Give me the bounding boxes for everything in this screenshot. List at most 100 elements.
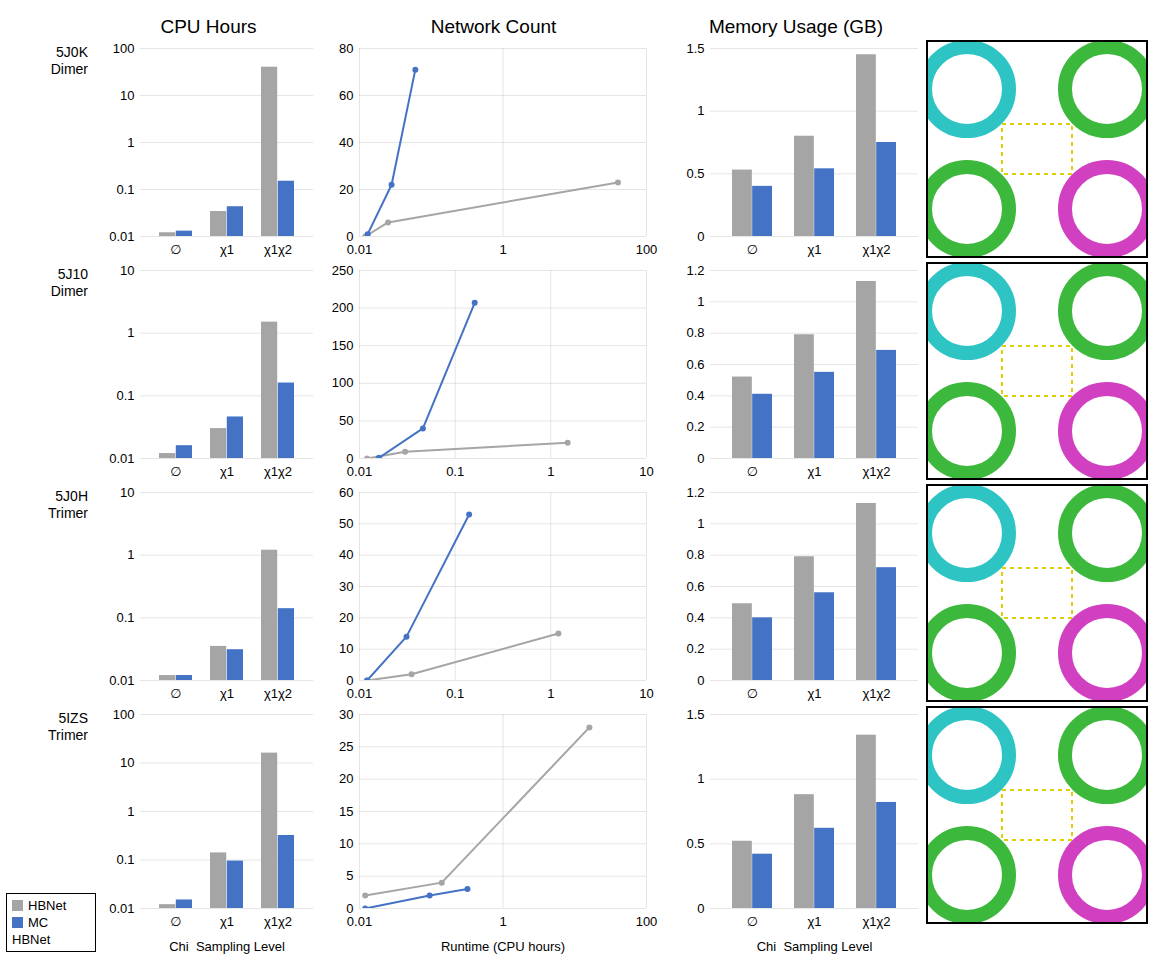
svg-text:0.1: 0.1 (116, 610, 134, 625)
svg-text:0.1: 0.1 (116, 182, 134, 197)
svg-text:50: 50 (339, 413, 353, 428)
svg-text:10: 10 (120, 485, 134, 500)
svg-text:100: 100 (636, 242, 658, 257)
svg-text:0.5: 0.5 (686, 166, 704, 181)
svg-text:∅: ∅ (170, 914, 181, 929)
svg-text:χ1: χ1 (220, 242, 234, 257)
svg-text:0.2: 0.2 (686, 641, 704, 656)
svg-text:χ1: χ1 (220, 464, 234, 479)
svg-text:∅: ∅ (747, 686, 758, 701)
svg-text:0.01: 0.01 (347, 686, 372, 701)
svg-text:χ1χ2: χ1χ2 (862, 464, 890, 479)
svg-text:1: 1 (697, 771, 704, 786)
svg-text:0.01: 0.01 (347, 464, 372, 479)
svg-text:∅: ∅ (747, 464, 758, 479)
svg-text:0.2: 0.2 (686, 419, 704, 434)
svg-text:χ1: χ1 (807, 914, 821, 929)
svg-text:5: 5 (346, 868, 353, 883)
svg-text:30: 30 (339, 579, 353, 594)
svg-text:1: 1 (127, 325, 134, 340)
svg-text:0.01: 0.01 (109, 229, 134, 244)
svg-text:10: 10 (120, 263, 134, 278)
svg-text:0: 0 (697, 451, 704, 466)
svg-text:15: 15 (339, 804, 353, 819)
svg-text:∅: ∅ (747, 914, 758, 929)
svg-text:χ1χ2: χ1χ2 (264, 464, 292, 479)
svg-text:100: 100 (113, 41, 135, 56)
svg-text:χ1: χ1 (807, 686, 821, 701)
svg-text:0.1: 0.1 (116, 388, 134, 403)
svg-text:0.1: 0.1 (116, 852, 134, 867)
svg-text:0.5: 0.5 (686, 836, 704, 851)
svg-text:1: 1 (547, 686, 554, 701)
svg-text:0.6: 0.6 (686, 579, 704, 594)
svg-text:χ1: χ1 (807, 242, 821, 257)
svg-text:60: 60 (339, 88, 353, 103)
svg-text:1.5: 1.5 (686, 707, 704, 722)
svg-text:χ1χ2: χ1χ2 (862, 914, 890, 929)
svg-text:80: 80 (339, 41, 353, 56)
svg-text:1: 1 (697, 516, 704, 531)
svg-text:∅: ∅ (170, 464, 181, 479)
svg-text:χ1: χ1 (807, 464, 821, 479)
svg-text:1: 1 (127, 547, 134, 562)
svg-text:0: 0 (697, 673, 704, 688)
svg-text:0.8: 0.8 (686, 325, 704, 340)
svg-text:∅: ∅ (747, 242, 758, 257)
svg-text:150: 150 (332, 338, 354, 353)
svg-text:1: 1 (127, 135, 134, 150)
svg-text:0.4: 0.4 (686, 610, 704, 625)
svg-text:250: 250 (332, 263, 354, 278)
svg-text:Chi Sampling Level: Chi Sampling Level (169, 939, 285, 954)
svg-text:10: 10 (120, 755, 134, 770)
svg-text:10: 10 (120, 88, 134, 103)
svg-text:0.1: 0.1 (446, 464, 464, 479)
svg-text:0.01: 0.01 (347, 914, 372, 929)
svg-text:∅: ∅ (170, 242, 181, 257)
svg-text:χ1χ2: χ1χ2 (264, 242, 292, 257)
svg-text:1.2: 1.2 (686, 263, 704, 278)
svg-text:1: 1 (697, 294, 704, 309)
svg-text:Runtime (CPU hours): Runtime (CPU hours) (441, 939, 565, 954)
svg-text:100: 100 (332, 375, 354, 390)
svg-text:Chi Sampling Level: Chi Sampling Level (757, 939, 873, 954)
svg-text:χ1χ2: χ1χ2 (264, 686, 292, 701)
svg-text:0.6: 0.6 (686, 357, 704, 372)
svg-text:χ1χ2: χ1χ2 (264, 914, 292, 929)
svg-text:1.5: 1.5 (686, 41, 704, 56)
svg-text:1: 1 (499, 914, 506, 929)
svg-text:χ1χ2: χ1χ2 (862, 686, 890, 701)
svg-text:60: 60 (339, 485, 353, 500)
svg-text:10: 10 (639, 464, 653, 479)
svg-text:0.1: 0.1 (446, 686, 464, 701)
svg-text:25: 25 (339, 739, 353, 754)
svg-text:χ1χ2: χ1χ2 (862, 242, 890, 257)
svg-text:200: 200 (332, 300, 354, 315)
svg-text:0: 0 (697, 901, 704, 916)
svg-text:1: 1 (547, 464, 554, 479)
svg-text:40: 40 (339, 547, 353, 562)
svg-text:1: 1 (499, 242, 506, 257)
svg-text:10: 10 (339, 641, 353, 656)
svg-text:1: 1 (127, 804, 134, 819)
svg-text:1.2: 1.2 (686, 485, 704, 500)
svg-text:0.01: 0.01 (109, 451, 134, 466)
svg-text:χ1: χ1 (220, 914, 234, 929)
svg-text:1: 1 (697, 103, 704, 118)
svg-text:10: 10 (639, 686, 653, 701)
svg-text:100: 100 (113, 707, 135, 722)
svg-text:20: 20 (339, 610, 353, 625)
svg-text:30: 30 (339, 707, 353, 722)
svg-text:50: 50 (339, 516, 353, 531)
svg-text:40: 40 (339, 135, 353, 150)
svg-text:100: 100 (636, 914, 658, 929)
svg-text:0.4: 0.4 (686, 388, 704, 403)
svg-text:0.01: 0.01 (347, 242, 372, 257)
svg-text:0.01: 0.01 (109, 901, 134, 916)
svg-text:20: 20 (339, 771, 353, 786)
svg-text:∅: ∅ (170, 686, 181, 701)
svg-text:10: 10 (339, 836, 353, 851)
svg-text:0.8: 0.8 (686, 547, 704, 562)
svg-text:χ1: χ1 (220, 686, 234, 701)
svg-text:20: 20 (339, 182, 353, 197)
